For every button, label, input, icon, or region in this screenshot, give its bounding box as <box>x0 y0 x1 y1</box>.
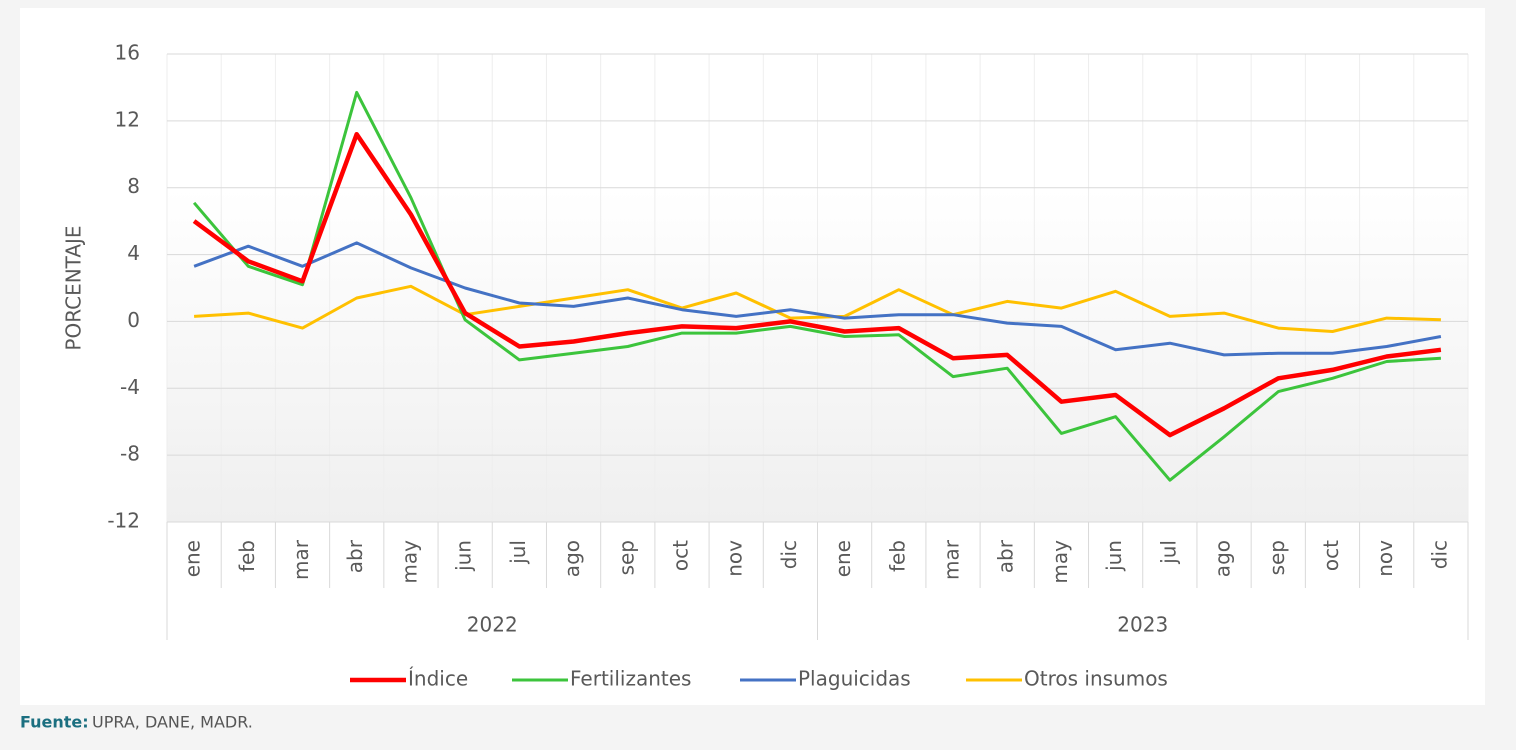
y-tick-label: -12 <box>107 509 140 533</box>
x-tick-label: nov <box>723 540 747 577</box>
x-tick-label: jun <box>1102 540 1126 572</box>
x-tick-label: mar <box>940 539 964 580</box>
x-tick-label: oct <box>1319 540 1343 571</box>
group-label: 2022 <box>467 613 518 637</box>
x-tick-label: dic <box>777 540 801 569</box>
x-tick-label: may <box>1048 540 1072 584</box>
source-label: Fuente: <box>20 713 89 732</box>
x-tick-label: sep <box>1265 540 1289 575</box>
x-tick-label: oct <box>668 540 692 571</box>
legend-label: Índice <box>408 667 468 691</box>
x-tick-label: jul <box>506 540 530 565</box>
x-tick-label: ago <box>1211 540 1235 577</box>
y-tick-label: -4 <box>120 375 140 399</box>
legend-label: Fertilizantes <box>570 667 691 691</box>
y-tick-label: 8 <box>127 174 140 198</box>
legend-label: Plaguicidas <box>798 667 911 691</box>
group-label: 2023 <box>1117 613 1168 637</box>
y-tick-label: 16 <box>115 41 140 65</box>
y-tick-label: 0 <box>127 308 140 332</box>
x-tick-label: abr <box>343 539 367 573</box>
series-line <box>193 241 1442 357</box>
series-line <box>194 284 1441 333</box>
x-tick-label: ene <box>181 540 205 577</box>
x-tick-label: feb <box>235 540 259 572</box>
y-tick-label: -8 <box>120 442 140 466</box>
x-tick-label: jun <box>452 540 476 572</box>
x-tick-label: mar <box>289 539 313 580</box>
source-text: UPRA, DANE, MADR. <box>92 713 253 732</box>
x-tick-label: may <box>397 540 421 584</box>
y-tick-label: 12 <box>115 107 140 131</box>
x-tick-label: ago <box>560 540 584 577</box>
y-axis-label: PORCENTAJE <box>62 225 86 350</box>
x-tick-label: nov <box>1373 540 1397 577</box>
series-line <box>192 90 1441 482</box>
series-line <box>192 131 1442 438</box>
x-tick-label: abr <box>994 539 1018 573</box>
x-tick-label: ene <box>831 540 855 577</box>
x-tick-label: jul <box>1156 540 1180 565</box>
x-tick-label: feb <box>885 540 909 572</box>
y-tick-label: 4 <box>127 241 140 265</box>
x-tick-label: dic <box>1427 540 1451 569</box>
legend-label: Otros insumos <box>1024 667 1168 691</box>
x-tick-label: sep <box>614 540 638 575</box>
